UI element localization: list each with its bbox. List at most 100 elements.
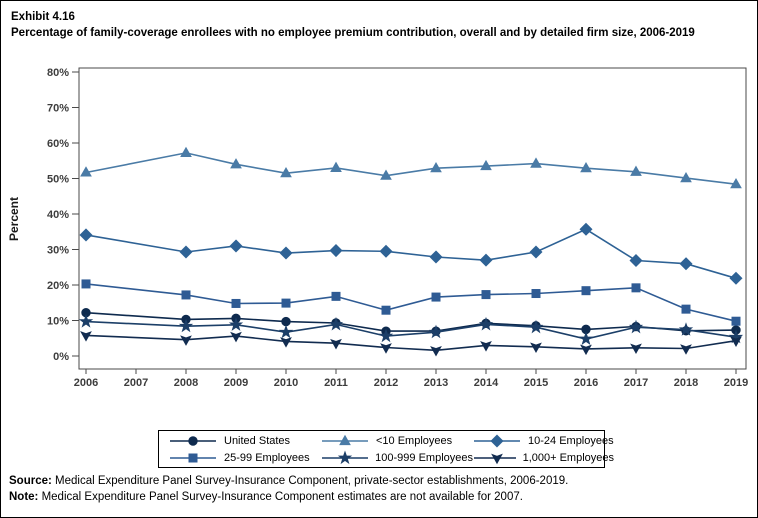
diamond-marker	[279, 246, 293, 260]
star-marker	[578, 331, 594, 346]
pennant-marker	[430, 346, 442, 357]
square-marker	[181, 290, 191, 300]
legend-item-100-999-employees: 100-999 Employees	[321, 449, 473, 466]
legend-item-10-employees: <10 Employees	[321, 433, 473, 449]
square-marker	[531, 289, 541, 299]
x-tick-label: 2012	[374, 377, 398, 389]
y-tick-label: 10%	[47, 316, 69, 328]
legend-item-25-99-employees: 25-99 Employees	[169, 450, 321, 466]
circle-marker	[188, 435, 198, 446]
square-marker	[381, 305, 391, 315]
diamond-marker	[229, 239, 243, 253]
diamond-marker	[729, 271, 743, 285]
triangle-marker	[230, 158, 242, 169]
legend-item-1-000-employees: 1,000+ Employees	[473, 450, 614, 466]
star-marker	[478, 316, 494, 331]
pennant-marker	[230, 331, 242, 343]
star-marker	[278, 324, 294, 339]
square-marker	[481, 290, 491, 300]
series-1-000-employees	[80, 331, 742, 357]
source-line: Source: Medical Expenditure Panel Survey…	[9, 473, 753, 489]
legend-label: United States	[224, 434, 291, 447]
triangle-marker	[380, 169, 392, 180]
plot-frame	[78, 67, 747, 370]
series-10-employees	[80, 146, 742, 189]
x-tick-label: 2014	[474, 377, 499, 389]
y-axis-title: Percent	[7, 197, 21, 241]
chart-title: Percentage of family-coverage enrollees …	[11, 27, 695, 39]
square-marker	[81, 279, 91, 289]
triangle-marker	[180, 146, 192, 158]
pennant-marker	[630, 343, 642, 355]
legend-label: 25-99 Employees	[224, 451, 310, 464]
diamond-marker	[490, 433, 504, 448]
line-chart: 0% 10% 20% 30% 40% 50% 60% 70% 80% 2006 2007 2008 20…	[7, 67, 748, 389]
x-tick-label: 2007	[124, 377, 148, 389]
pennant-marker	[680, 344, 692, 355]
legend-label: <10 Employees	[376, 434, 453, 447]
triangle-marker	[80, 166, 92, 177]
diamond-marker	[179, 245, 193, 259]
square-marker	[681, 304, 691, 314]
pennant-marker	[730, 336, 742, 347]
triangle-marker	[580, 161, 592, 173]
y-tick-label: 80%	[47, 67, 69, 79]
triangle-marker	[630, 165, 642, 176]
legend-label: 100-999 Employees	[375, 451, 473, 464]
diamond-marker	[529, 245, 543, 259]
x-tick-label: 2013	[424, 377, 448, 389]
diamond-marker	[79, 228, 93, 242]
pennant-marker	[180, 335, 192, 346]
diamond-marker	[579, 222, 593, 236]
pennant-marker	[330, 338, 342, 350]
x-tick-label: 2015	[524, 377, 548, 389]
x-tick-label: 2019	[724, 377, 748, 389]
star-marker	[628, 319, 644, 334]
triangle-marker	[730, 177, 742, 189]
y-tick-label: 30%	[47, 245, 69, 257]
star-marker	[78, 314, 94, 328]
square-marker	[431, 292, 441, 302]
legend: United States <10 Employees 10-24 Employee…	[158, 430, 614, 468]
diamond-marker	[379, 244, 393, 258]
series-10-24-employees	[79, 222, 743, 285]
circle-marker	[281, 316, 291, 327]
triangle-marker	[530, 157, 542, 168]
star-marker	[178, 318, 194, 333]
y-tick-label: 70%	[47, 103, 69, 115]
title-block: Exhibit 4.16 Percentage of family-covera…	[11, 9, 743, 41]
square-marker	[231, 298, 241, 308]
triangle-marker	[330, 161, 342, 172]
pennant-marker	[80, 331, 92, 342]
star-marker	[528, 319, 544, 334]
star-marker	[228, 317, 244, 331]
star-marker	[337, 449, 353, 464]
source-label: Source:	[9, 475, 52, 487]
x-tick-label: 2009	[224, 377, 248, 389]
series-100-999-employees	[78, 314, 744, 346]
diamond-marker	[429, 250, 443, 264]
y-tick-label: 40%	[47, 209, 69, 221]
star-marker	[378, 328, 394, 343]
y-tick-label: 20%	[47, 280, 69, 292]
star-legend-swatch-icon	[322, 449, 368, 464]
square-marker	[731, 316, 741, 326]
series-25-99-employees	[81, 279, 741, 326]
triangle-legend-swatch-icon	[322, 434, 368, 445]
diamond-marker	[629, 253, 643, 268]
triangle-marker	[430, 161, 442, 173]
legend-item-united-states: United States	[169, 433, 321, 449]
square-marker	[581, 286, 591, 296]
y-tick-label: 50%	[47, 174, 69, 186]
star-marker	[328, 316, 344, 331]
x-tick-label: 2010	[274, 377, 298, 389]
y-tick-label: 60%	[47, 138, 69, 150]
note-text: Medical Expenditure Panel Survey-Insuran…	[38, 491, 523, 503]
star-marker	[428, 324, 444, 339]
triangle-marker	[280, 166, 292, 178]
square-marker	[331, 291, 341, 301]
triangle-marker	[480, 159, 492, 171]
footer: Source: Medical Expenditure Panel Survey…	[9, 473, 753, 505]
legend-label: 10-24 Employees	[528, 434, 614, 447]
diamond-marker	[329, 244, 343, 258]
